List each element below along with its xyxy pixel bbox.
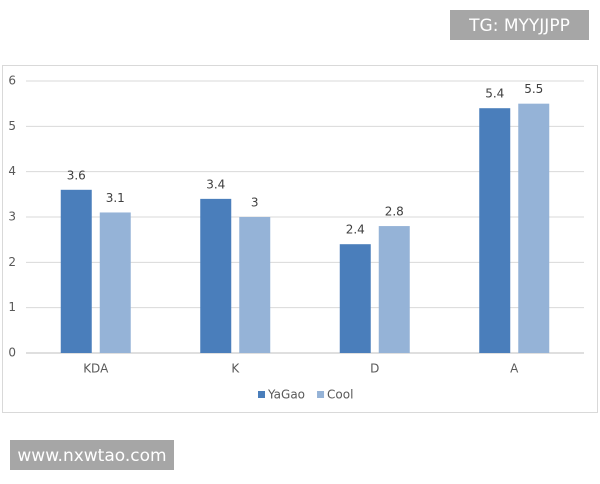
bar — [518, 103, 550, 354]
data-label: 3 — [251, 196, 259, 210]
data-label: 3.4 — [206, 177, 225, 191]
y-tick-label: 1 — [8, 300, 16, 314]
data-label: 2.4 — [346, 223, 365, 237]
y-tick-label: 6 — [8, 74, 16, 88]
data-label: 3.6 — [67, 168, 86, 182]
bar — [60, 189, 92, 353]
y-tick-label: 0 — [8, 346, 16, 360]
y-tick-label: 5 — [8, 119, 16, 133]
watermark-box — [10, 440, 174, 470]
y-tick-label: 3 — [8, 210, 16, 224]
legend-label: Cool — [327, 388, 353, 402]
legend-swatch — [317, 391, 325, 398]
data-label: 2.8 — [385, 205, 404, 219]
x-tick-label: K — [231, 362, 240, 376]
watermark: TG: MYYJJPP — [468, 16, 570, 36]
x-tick-label: KDA — [83, 362, 109, 376]
bar — [378, 226, 410, 353]
bar — [239, 217, 271, 353]
bar — [339, 244, 371, 353]
data-label: 3.1 — [106, 191, 125, 205]
y-tick-label: 4 — [8, 164, 16, 178]
legend-swatch — [258, 391, 265, 398]
y-tick-label: 2 — [8, 255, 16, 269]
data-label: 5.4 — [485, 87, 504, 101]
x-tick-label: A — [510, 362, 519, 376]
legend-label: YaGao — [267, 388, 305, 402]
watermark: www.nxwtao.com — [17, 446, 166, 466]
data-label: 5.5 — [524, 82, 543, 96]
watermark-box — [450, 10, 589, 40]
bar — [200, 198, 232, 353]
bar — [99, 212, 131, 353]
bar — [479, 108, 511, 353]
x-tick-label: D — [370, 362, 379, 376]
